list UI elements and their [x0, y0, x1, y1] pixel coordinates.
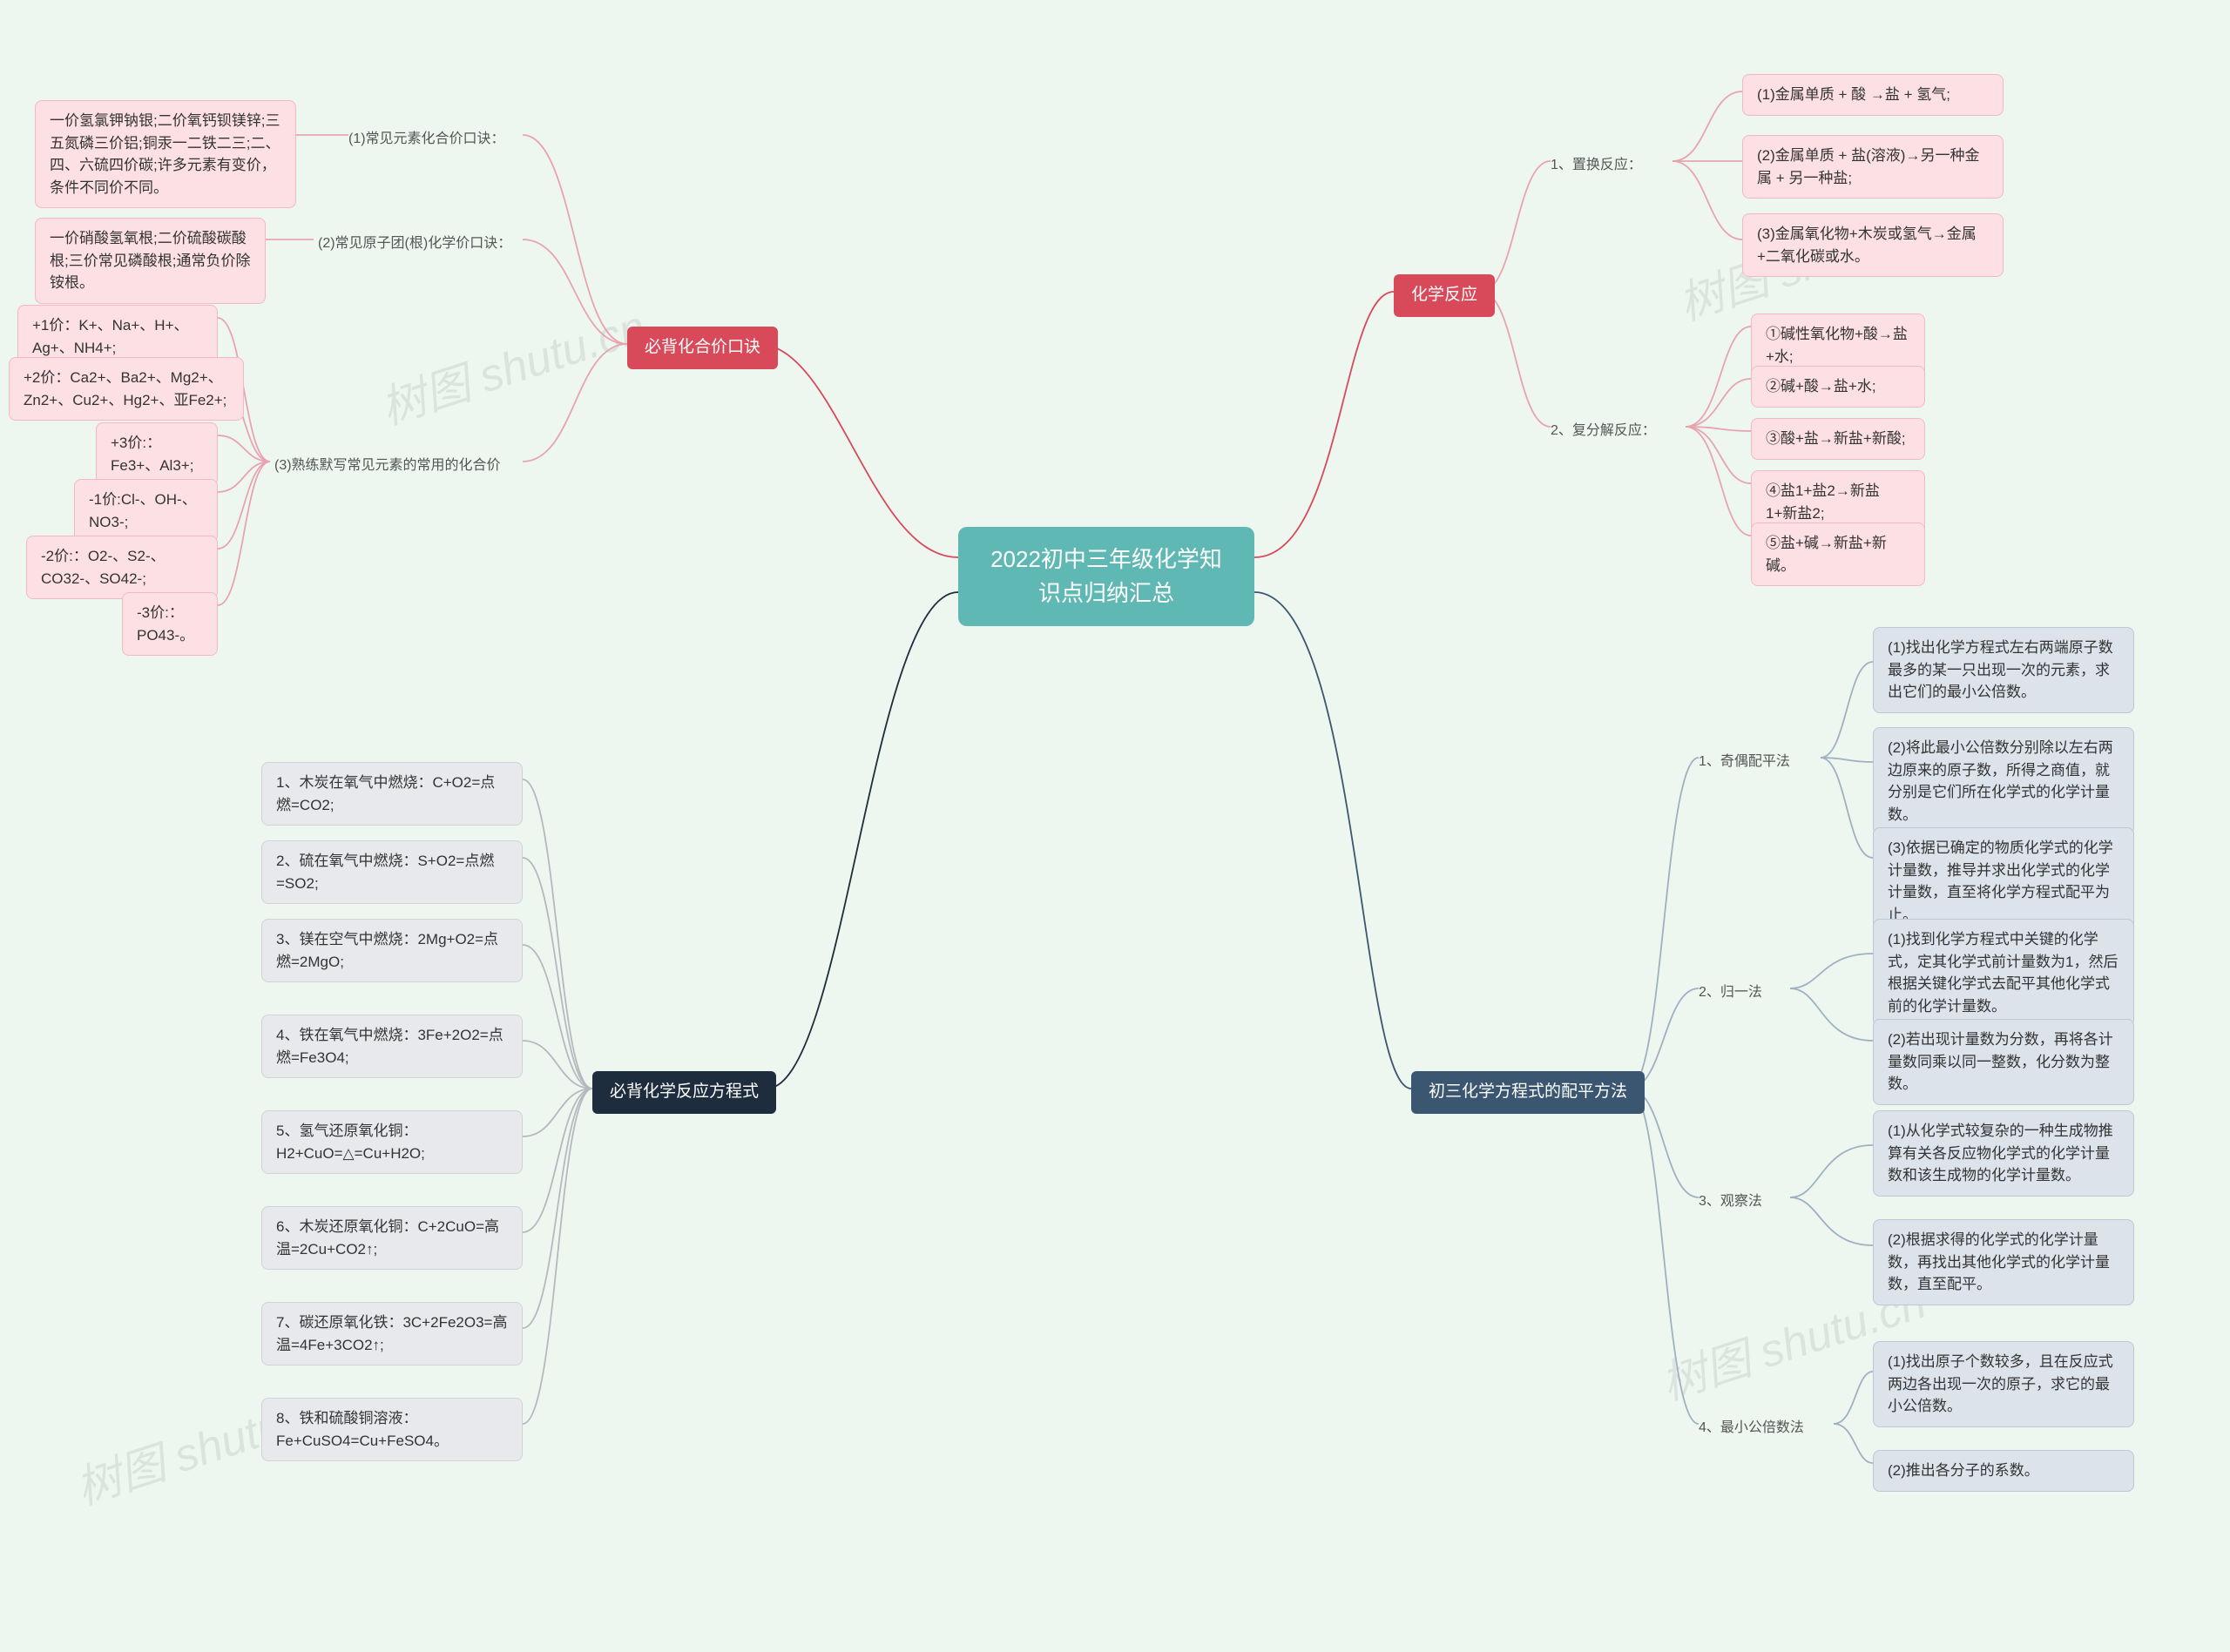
leaf-bal-4-0: (1)找出原子个数较多，且在反应式两边各出现一次的原子，求它的最小公倍数。: [1873, 1341, 2134, 1427]
sub-bal-3-label: 3、观察法: [1699, 1189, 1762, 1210]
branch-equations: 必背化学反应方程式: [592, 1071, 776, 1114]
sub-react-2-label: 2、复分解反应：: [1551, 418, 1656, 439]
leaf-eq-5: 6、木炭还原氧化铜：C+2CuO=高温=2Cu+CO2↑;: [261, 1206, 523, 1270]
center-title: 2022初中三年级化学知识点归纳汇总: [958, 527, 1254, 626]
leaf-react-1-0: (1)金属单质 + 酸 →盐 + 氢气;: [1742, 74, 2004, 116]
leaf-valence-3-4: -2价:：O2-、S2-、CO32-、SO42-;: [26, 536, 218, 599]
leaf-eq-1: 2、硫在氧气中燃烧：S+O2=点燃=SO2;: [261, 840, 523, 904]
leaf-bal-2-1: (2)若出现计量数为分数，再将各计量数同乘以同一整数，化分数为整数。: [1873, 1019, 2134, 1105]
leaf-react-2-4: ⑤盐+碱→新盐+新碱。: [1751, 523, 1925, 586]
leaf-bal-2-0: (1)找到化学方程式中关键的化学式，定其化学式前计量数为1，然后根据关键化学式去…: [1873, 919, 2134, 1027]
sub-react-1-label: 1、置换反应：: [1551, 152, 1642, 173]
branch-reactions: 化学反应: [1394, 274, 1495, 317]
leaf-bal-3-1: (2)根据求得的化学式的化学计量数，再找出其他化学式的化学计量数，直至配平。: [1873, 1219, 2134, 1305]
sub-bal-1-label: 1、奇偶配平法: [1699, 749, 1790, 770]
leaf-bal-1-0: (1)找出化学方程式左右两端原子数最多的某一只出现一次的元素，求出它们的最小公倍…: [1873, 627, 2134, 713]
branch-balance: 初三化学方程式的配平方法: [1411, 1071, 1645, 1114]
leaf-valence-3-1: +2价：Ca2+、Ba2+、Mg2+、Zn2+、Cu2+、Hg2+、亚Fe2+;: [9, 357, 244, 421]
sub-valence-1-label: (1)常见元素化合价口诀：: [348, 126, 505, 147]
leaf-eq-7: 8、铁和硫酸铜溶液：Fe+CuSO4=Cu+FeSO4。: [261, 1398, 523, 1461]
leaf-bal-4-1: (2)推出各分子的系数。: [1873, 1450, 2134, 1492]
sub-valence-3-label: (3)熟练默写常见元素的常用的化合价: [274, 453, 501, 474]
leaf-react-2-2: ③酸+盐→新盐+新酸;: [1751, 418, 1925, 460]
leaf-valence-3-5: -3价:：PO43-。: [122, 592, 218, 656]
leaf-valence-1: 一价氢氯钾钠银;二价氧钙钡镁锌;三五氮磷三价铝;铜汞一二铁二三;二、四、六硫四价…: [35, 100, 296, 208]
leaf-react-1-1: (2)金属单质 + 盐(溶液)→另一种金属 + 另一种盐;: [1742, 135, 2004, 199]
leaf-valence-3-3: -1价:Cl-、OH-、NO3-;: [74, 479, 218, 543]
branch-valence: 必背化合价口诀: [627, 327, 778, 369]
sub-valence-2-label: (2)常见原子团(根)化学价口诀：: [318, 231, 511, 252]
leaf-eq-4: 5、氢气还原氧化铜：H2+CuO=△=Cu+H2O;: [261, 1110, 523, 1174]
leaf-valence-3-2: +3价:：Fe3+、Al3+;: [96, 422, 218, 486]
watermark: 树图 shutu.cn: [371, 290, 652, 437]
leaf-react-1-2: (3)金属氧化物+木炭或氢气→金属+二氧化碳或水。: [1742, 213, 2004, 277]
sub-bal-2-label: 2、归一法: [1699, 980, 1762, 1001]
leaf-eq-6: 7、碳还原氧化铁：3C+2Fe2O3=高温=4Fe+3CO2↑;: [261, 1302, 523, 1365]
leaf-react-2-1: ②碱+酸→盐+水;: [1751, 366, 1925, 408]
leaf-eq-2: 3、镁在空气中燃烧：2Mg+O2=点燃=2MgO;: [261, 919, 523, 982]
leaf-bal-1-1: (2)将此最小公倍数分别除以左右两边原来的原子数，所得之商值，就分别是它们所在化…: [1873, 727, 2134, 835]
leaf-eq-3: 4、铁在氧气中燃烧：3Fe+2O2=点燃=Fe3O4;: [261, 1015, 523, 1078]
leaf-valence-2: 一价硝酸氢氧根;二价硫酸碳酸根;三价常见磷酸根;通常负价除铵根。: [35, 218, 266, 304]
leaf-bal-3-0: (1)从化学式较复杂的一种生成物推算有关各反应物化学式的化学计量数和该生成物的化…: [1873, 1110, 2134, 1197]
leaf-eq-0: 1、木炭在氧气中燃烧：C+O2=点燃=CO2;: [261, 762, 523, 826]
sub-bal-4-label: 4、最小公倍数法: [1699, 1415, 1804, 1436]
